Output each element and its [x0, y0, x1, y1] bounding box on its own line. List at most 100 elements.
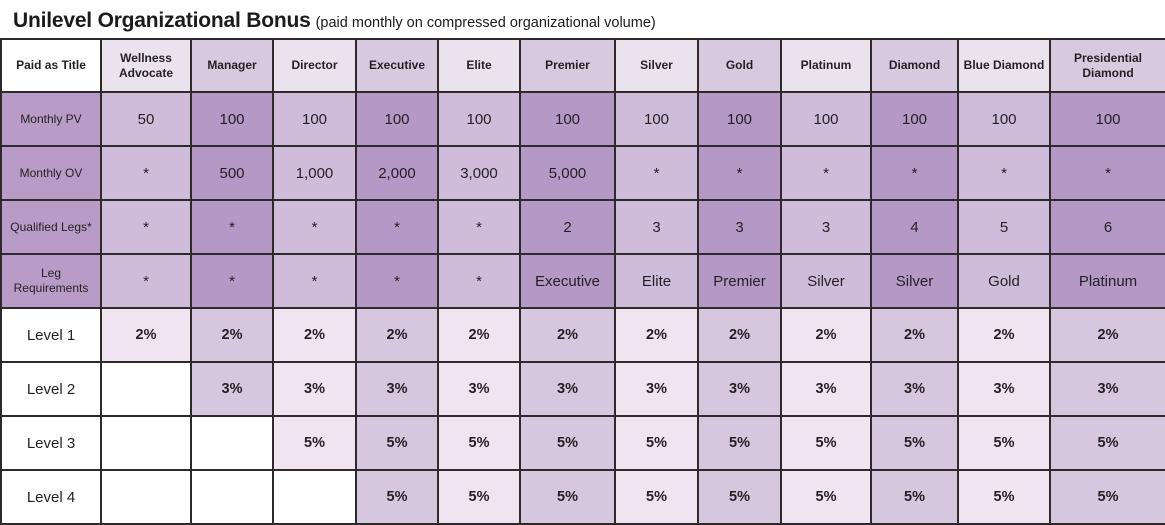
data-cell: Silver — [780, 253, 872, 309]
data-cell: 3% — [780, 361, 872, 417]
row-label: Qualified Legs* — [0, 199, 102, 255]
data-cell: 6 — [1049, 199, 1165, 255]
column-header: Elite — [437, 38, 521, 93]
column-header: Platinum — [780, 38, 872, 93]
column-header: Wellness Advocate — [100, 38, 192, 93]
data-cell: 5% — [614, 415, 699, 471]
data-cell: 5% — [519, 415, 616, 471]
data-cell: 5% — [437, 469, 521, 525]
data-cell: 3% — [870, 361, 959, 417]
data-cell: Silver — [870, 253, 959, 309]
data-cell: 3% — [519, 361, 616, 417]
data-cell: 2% — [190, 307, 274, 363]
data-cell: 100 — [780, 91, 872, 147]
data-cell: * — [100, 145, 192, 201]
data-cell: * — [272, 253, 357, 309]
data-cell: Platinum — [1049, 253, 1165, 309]
data-cell: 2% — [100, 307, 192, 363]
data-cell: 2% — [437, 307, 521, 363]
header-row: Paid as Title Wellness Advocate Manager Dir… — [0, 38, 1165, 93]
data-cell: Gold — [957, 253, 1051, 309]
data-cell: 2,000 — [355, 145, 439, 201]
column-header: Gold — [697, 38, 782, 93]
data-cell: 5% — [697, 415, 782, 471]
bonus-table: Paid as Title Wellness Advocate Manager Dir… — [0, 38, 1165, 525]
row-label: Leg Requirements — [0, 253, 102, 309]
data-cell: 100 — [614, 91, 699, 147]
data-cell: * — [697, 145, 782, 201]
data-cell: 2% — [870, 307, 959, 363]
data-cell: 2% — [614, 307, 699, 363]
data-cell: 2% — [957, 307, 1051, 363]
table-header: Paid as Title Wellness Advocate Manager Dir… — [0, 38, 1165, 93]
column-header: Manager — [190, 38, 274, 93]
title-subtitle: (paid monthly on compressed organization… — [315, 15, 656, 31]
data-cell: 5% — [780, 415, 872, 471]
data-cell: 3,000 — [437, 145, 521, 201]
column-header: Premier — [519, 38, 616, 93]
data-cell: 3% — [697, 361, 782, 417]
data-cell: 3% — [614, 361, 699, 417]
title-text: Unilevel Organizational Bonus — [13, 9, 311, 32]
data-cell: * — [190, 253, 274, 309]
data-cell: 5,000 — [519, 145, 616, 201]
data-cell: 5% — [957, 415, 1051, 471]
data-cell: 2% — [519, 307, 616, 363]
data-cell: 5% — [780, 469, 872, 525]
data-cell: 4 — [870, 199, 959, 255]
column-header: Executive — [355, 38, 439, 93]
column-header: Diamond — [870, 38, 959, 93]
data-cell: Elite — [614, 253, 699, 309]
data-cell: 2% — [697, 307, 782, 363]
data-cell: 100 — [697, 91, 782, 147]
data-cell: 100 — [870, 91, 959, 147]
data-cell: 3 — [614, 199, 699, 255]
data-cell: * — [272, 199, 357, 255]
data-cell: 1,000 — [272, 145, 357, 201]
empty-cell — [190, 415, 274, 471]
data-cell: Premier — [697, 253, 782, 309]
data-cell: 5% — [519, 469, 616, 525]
data-cell: * — [100, 253, 192, 309]
table-row: Leg Requirements * * * * * Executive Elite Premi… — [0, 253, 1165, 309]
data-cell: * — [870, 145, 959, 201]
data-cell: 3 — [697, 199, 782, 255]
data-cell: 100 — [190, 91, 274, 147]
empty-cell — [272, 469, 357, 525]
data-cell: 3% — [190, 361, 274, 417]
data-cell: 3% — [272, 361, 357, 417]
data-cell: 5% — [870, 469, 959, 525]
data-cell: 5% — [957, 469, 1051, 525]
table-row: Qualified Legs* * * * * * 2 3 3 3 4 5 6 — [0, 199, 1165, 255]
row-label: Monthly PV — [0, 91, 102, 147]
table-row: Level 4 5% 5% 5% 5% 5% 5% 5% 5% 5% — [0, 469, 1165, 525]
data-cell: 2% — [780, 307, 872, 363]
data-cell: 2% — [272, 307, 357, 363]
data-cell: 5% — [272, 415, 357, 471]
row-label: Level 2 — [0, 361, 102, 417]
data-cell: 100 — [519, 91, 616, 147]
table-body: Monthly PV 50 100 100 100 100 100 100 100 100 100 1… — [0, 91, 1165, 525]
data-cell: 3% — [437, 361, 521, 417]
data-cell: 100 — [1049, 91, 1165, 147]
table-row: Monthly PV 50 100 100 100 100 100 100 100 100 100 1… — [0, 91, 1165, 147]
data-cell: 3% — [355, 361, 439, 417]
table-row: Monthly OV * 500 1,000 2,000 3,000 5,000 * * * * * * — [0, 145, 1165, 201]
data-cell: * — [437, 199, 521, 255]
data-cell: * — [780, 145, 872, 201]
data-cell: 3 — [780, 199, 872, 255]
column-header: Director — [272, 38, 357, 93]
data-cell: * — [957, 145, 1051, 201]
row-label: Level 3 — [0, 415, 102, 471]
data-cell: * — [355, 253, 439, 309]
data-cell: 3% — [1049, 361, 1165, 417]
data-cell: 5% — [355, 415, 439, 471]
data-cell: 5% — [1049, 469, 1165, 525]
empty-cell — [190, 469, 274, 525]
data-cell: 50 — [100, 91, 192, 147]
data-cell: 100 — [272, 91, 357, 147]
data-cell: 5% — [1049, 415, 1165, 471]
empty-cell — [100, 361, 192, 417]
data-cell: 2% — [355, 307, 439, 363]
data-cell: * — [100, 199, 192, 255]
